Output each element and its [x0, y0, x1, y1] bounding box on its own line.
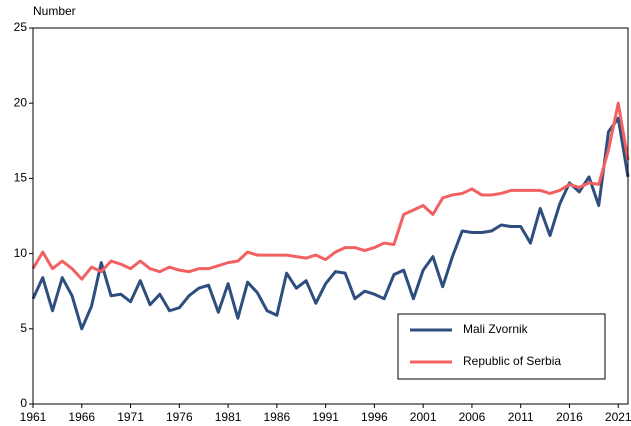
x-tick-label: 2006 — [459, 410, 486, 424]
y-tick-label: 0 — [20, 396, 27, 410]
x-tick-label: 1966 — [68, 410, 95, 424]
x-tick-label: 2011 — [508, 410, 534, 424]
x-tick-label: 2016 — [556, 410, 583, 424]
x-tick-label: 1981 — [215, 410, 242, 424]
legend-box — [397, 313, 606, 380]
x-tick-label: 1996 — [361, 410, 388, 424]
legend-label: Republic of Serbia — [463, 354, 561, 368]
x-tick-label: 1991 — [312, 410, 339, 424]
y-tick-label: 5 — [20, 321, 27, 335]
y-tick-label: 10 — [14, 246, 28, 260]
legend-label: Mali Zvornik — [463, 322, 529, 336]
y-tick-label: 15 — [14, 171, 28, 185]
x-tick-label: 1971 — [117, 410, 144, 424]
y-axis-label: Number — [33, 4, 76, 18]
x-tick-label: 1986 — [264, 410, 291, 424]
line-series — [31, 101, 630, 281]
x-tick-label: 1976 — [166, 410, 193, 424]
x-tick-label: 2021 — [605, 410, 631, 424]
y-tick-label: 25 — [14, 20, 28, 34]
plot-frame — [32, 27, 629, 405]
y-tick-label: 20 — [14, 95, 28, 109]
line-series — [31, 116, 630, 331]
x-tick-label: 2001 — [410, 410, 437, 424]
x-tick-label: 1961 — [20, 410, 47, 424]
